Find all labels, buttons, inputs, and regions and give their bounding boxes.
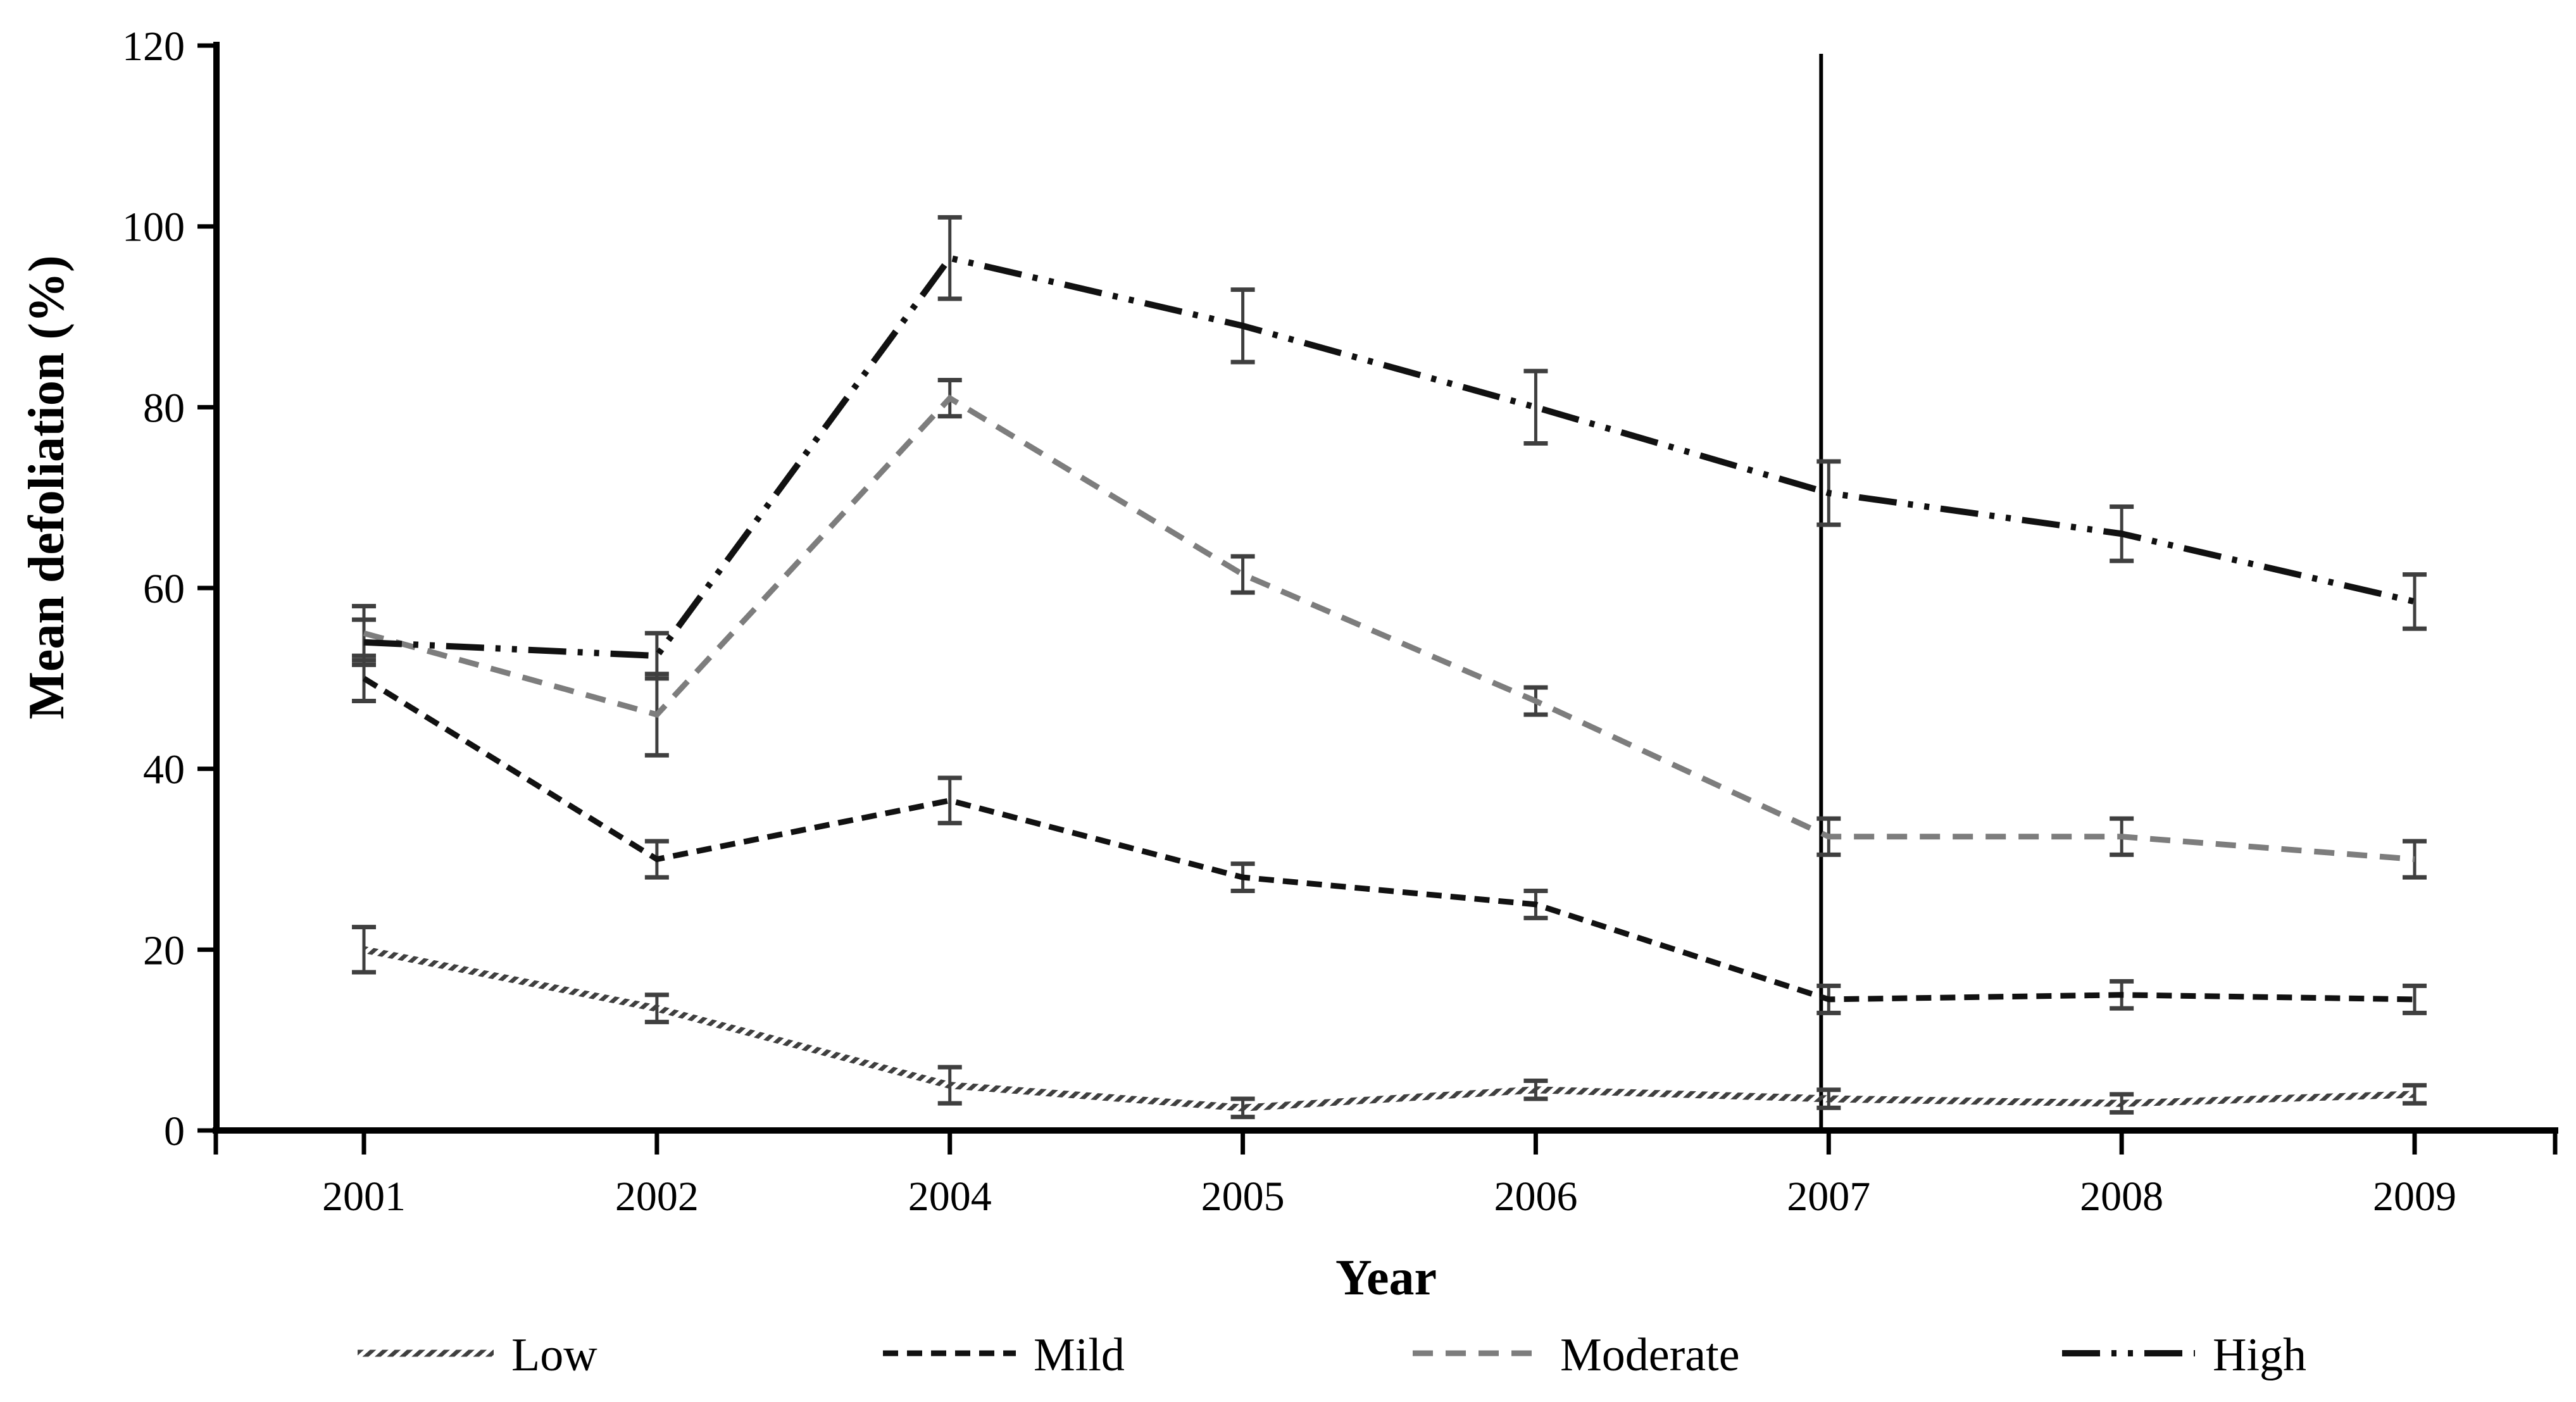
y-tick-label: 120 [122, 23, 185, 70]
series-line-high [363, 254, 2416, 660]
x-axis-title: Year [1335, 1250, 1437, 1306]
x-tick-label: 2004 [908, 1174, 992, 1220]
y-axis-title: Mean defoliation (%) [19, 255, 75, 719]
legend-label: Mild [1034, 1329, 1125, 1381]
x-tick-label: 2001 [322, 1174, 406, 1220]
series-line-mild [362, 675, 2415, 1003]
x-tick-label: 2009 [2373, 1174, 2456, 1220]
legend-label: Low [511, 1329, 597, 1381]
legend-item-moderate: Moderate [1413, 1329, 1740, 1381]
legend-label: Moderate [1560, 1329, 1740, 1381]
y-tick-label: 80 [143, 385, 185, 431]
series-line-low [363, 946, 2415, 1111]
x-tick-label: 2008 [2080, 1174, 2163, 1220]
series-line-moderate [363, 394, 2415, 862]
legend: Low Mild Moderate High [358, 1329, 2306, 1381]
x-tick-label: 2006 [1494, 1174, 1577, 1220]
x-tick-label: 2007 [1787, 1174, 1870, 1220]
y-tick-label: 100 [122, 204, 185, 251]
x-tick-label: 2005 [1201, 1174, 1285, 1220]
legend-label: High [2213, 1329, 2306, 1381]
plot-area: 0 20 40 60 80 100 120 2001 2002 2004 2005 2006 2007 2… [122, 23, 2558, 1220]
y-tick-label: 20 [143, 927, 185, 973]
x-tick-label: 2002 [615, 1174, 699, 1220]
legend-item-high: High [2062, 1329, 2306, 1381]
legend-item-low: Low [358, 1329, 597, 1381]
y-tick-label: 0 [164, 1108, 185, 1155]
y-tick-label: 40 [143, 747, 185, 793]
y-tick-label: 60 [143, 566, 185, 612]
legend-item-mild: Mild [883, 1329, 1125, 1381]
